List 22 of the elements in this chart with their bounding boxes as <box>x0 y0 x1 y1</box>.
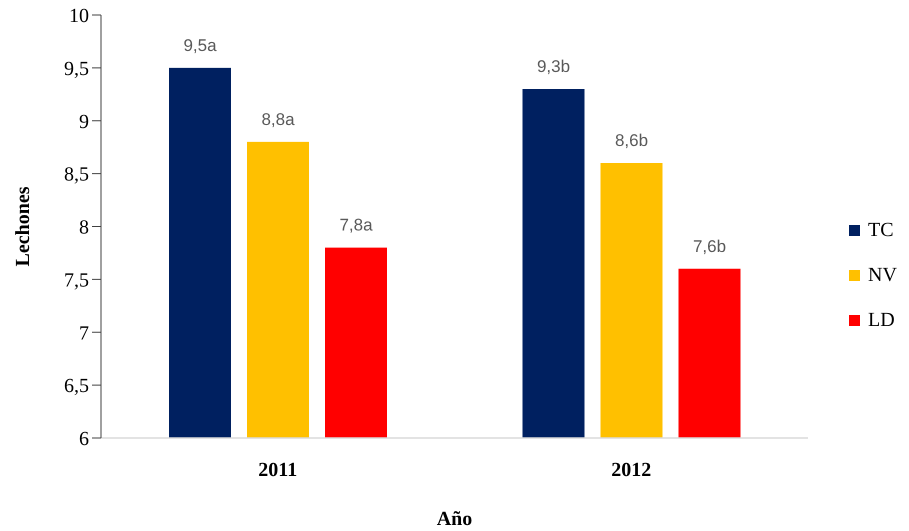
y-tick-label: 6,5 <box>64 375 89 398</box>
y-axis-title: Lechones <box>12 186 34 266</box>
legend-label: TC <box>868 219 894 242</box>
y-tick-label: 8,5 <box>64 164 89 186</box>
y-tick-label: 8 <box>79 216 89 239</box>
x-axis-title: Año <box>436 508 472 530</box>
data-label: 9,3b <box>536 57 570 76</box>
data-label: 7,8a <box>339 216 374 235</box>
x-tick-label: 2011 <box>258 459 298 482</box>
y-tick-label: 9,5 <box>64 58 89 80</box>
y-tick-label: 7,5 <box>64 269 89 292</box>
legend-label: LD <box>868 309 895 332</box>
y-tick-label: 9 <box>79 110 89 133</box>
data-label: 8,6b <box>614 131 648 150</box>
data-label: 8,8a <box>261 110 296 129</box>
legend-label: NV <box>868 264 897 287</box>
y-tick-label: 6 <box>79 428 89 450</box>
data-label: 7,6b <box>692 236 726 256</box>
x-tick-label: 2012 <box>611 459 652 482</box>
y-tick-label: 10 <box>69 5 89 28</box>
data-label: 9,5a <box>183 36 218 55</box>
y-tick-label: 7 <box>79 322 89 344</box>
